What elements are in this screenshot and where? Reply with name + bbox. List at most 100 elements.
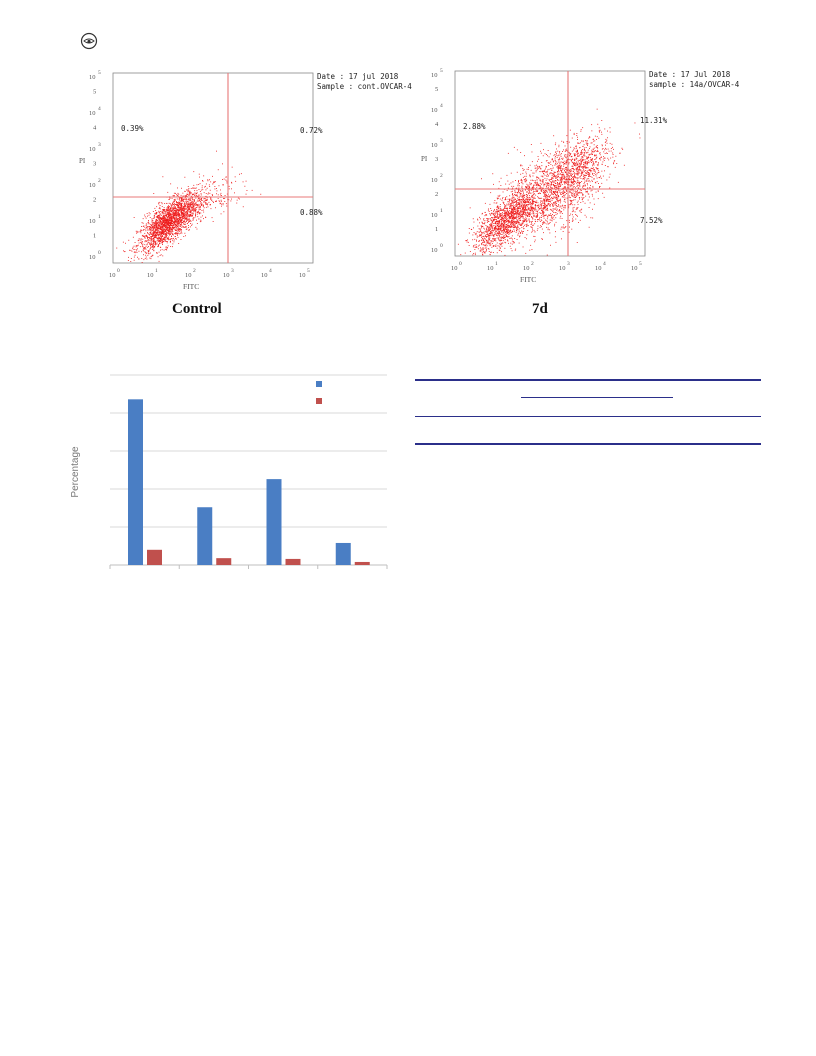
scatter-dot — [155, 224, 157, 225]
scatter-dot — [201, 210, 203, 211]
scatter-dot — [160, 223, 162, 225]
scatter-dot — [181, 219, 183, 221]
scatter-dot — [504, 215, 506, 217]
scatter-dot — [560, 181, 562, 183]
scatter-dot — [198, 189, 200, 190]
scatter-dot — [523, 211, 525, 213]
scatter-dot — [572, 207, 574, 209]
scatter-dot — [190, 213, 192, 215]
scatter-dot — [146, 227, 148, 229]
scatter-dot — [561, 213, 563, 214]
x-tick-base: 10 — [147, 272, 154, 279]
scatter-dot — [540, 186, 542, 188]
scatter-dot — [486, 232, 488, 233]
scatter-dot — [172, 225, 174, 227]
scatter-dot — [196, 184, 198, 186]
scatter-dot — [512, 217, 513, 219]
scatter-dot — [547, 174, 549, 175]
scatter-dot — [160, 221, 161, 222]
scatter-dot — [570, 213, 572, 215]
scatter-dot — [150, 236, 152, 237]
scatter-dot — [150, 236, 152, 238]
scatter-dot — [502, 223, 504, 225]
scatter-dot — [151, 224, 152, 226]
scatter-dot — [176, 194, 178, 195]
scatter-dot — [176, 218, 178, 220]
scatter-dot — [161, 229, 163, 231]
scatter-dot — [498, 207, 500, 209]
scatter-dot — [584, 159, 586, 161]
scatter-dot — [190, 200, 191, 202]
scatter-dot — [573, 171, 574, 172]
scatter-dot — [145, 245, 147, 247]
scatter-dot — [502, 214, 503, 216]
scatter-dot — [154, 222, 156, 224]
scatter-dot — [166, 203, 168, 204]
scatter-dot — [521, 179, 523, 181]
scatter-dot — [184, 232, 186, 234]
scatter-dot — [484, 252, 486, 254]
scatter-dot — [215, 201, 216, 202]
scatter-dot — [151, 240, 153, 242]
scatter-dot — [561, 194, 563, 195]
scatter-dot — [572, 190, 574, 192]
scatter-dot — [507, 201, 509, 203]
scatter-dot — [597, 168, 599, 170]
scatter-dot — [160, 225, 162, 227]
scatter-dot — [190, 223, 191, 224]
scatter-dot — [500, 215, 501, 217]
scatter-dot — [513, 217, 515, 219]
scatter-dot — [524, 175, 526, 177]
scatter-dot — [199, 176, 200, 178]
scatter-dot — [526, 224, 528, 226]
scatter-dot — [174, 217, 175, 219]
scatter-dot — [166, 221, 167, 223]
scatter-dot — [168, 228, 170, 230]
scatter-dot — [490, 231, 491, 232]
scatter-dot — [573, 172, 575, 174]
scatter-dot — [203, 218, 204, 220]
scatter-dot — [189, 216, 190, 218]
scatter-dot — [521, 165, 523, 167]
scatter-dot — [537, 183, 539, 185]
scatter-dot — [528, 197, 530, 199]
scatter-dot — [187, 207, 189, 209]
scatter-dot — [541, 180, 543, 182]
scatter-dot — [534, 231, 536, 233]
scatter-dot — [578, 143, 580, 144]
scatter-dot — [148, 250, 150, 252]
scatter-dot — [188, 230, 190, 231]
scatter-dot — [174, 224, 176, 225]
scatter-dot — [179, 219, 180, 221]
scatter-dot — [575, 158, 577, 160]
scatter-dot — [177, 213, 178, 215]
scatter-dot — [525, 198, 527, 200]
scatter-dot — [513, 213, 515, 215]
scatter-dot — [522, 203, 524, 205]
scatter-dot — [175, 208, 176, 210]
scatter-dot — [150, 229, 152, 231]
scatter-dot — [167, 228, 169, 230]
scatter-dot — [534, 165, 536, 167]
scatter-dot — [510, 248, 512, 249]
scatter-dot — [160, 222, 162, 224]
scatter-dot — [613, 162, 615, 164]
scatter-dot — [166, 211, 168, 213]
scatter-dot — [161, 234, 162, 236]
scatter-dot — [171, 236, 172, 237]
scatter-dot — [160, 217, 162, 219]
scatter-dot — [495, 222, 497, 224]
scatter-dot — [495, 226, 497, 228]
scatter-dot — [563, 207, 565, 209]
scatter-dot — [153, 240, 155, 242]
scatter-dot — [485, 240, 487, 241]
scatter-dot — [514, 242, 515, 244]
scatter-dot — [155, 242, 157, 244]
scatter-dot — [174, 222, 176, 223]
scatter-dot — [577, 163, 578, 165]
scatter-dot — [158, 214, 159, 216]
scatter-dot — [521, 213, 523, 215]
scatter-dot — [203, 192, 205, 194]
scatter-dot — [530, 144, 532, 145]
scatter-dot — [159, 211, 160, 213]
